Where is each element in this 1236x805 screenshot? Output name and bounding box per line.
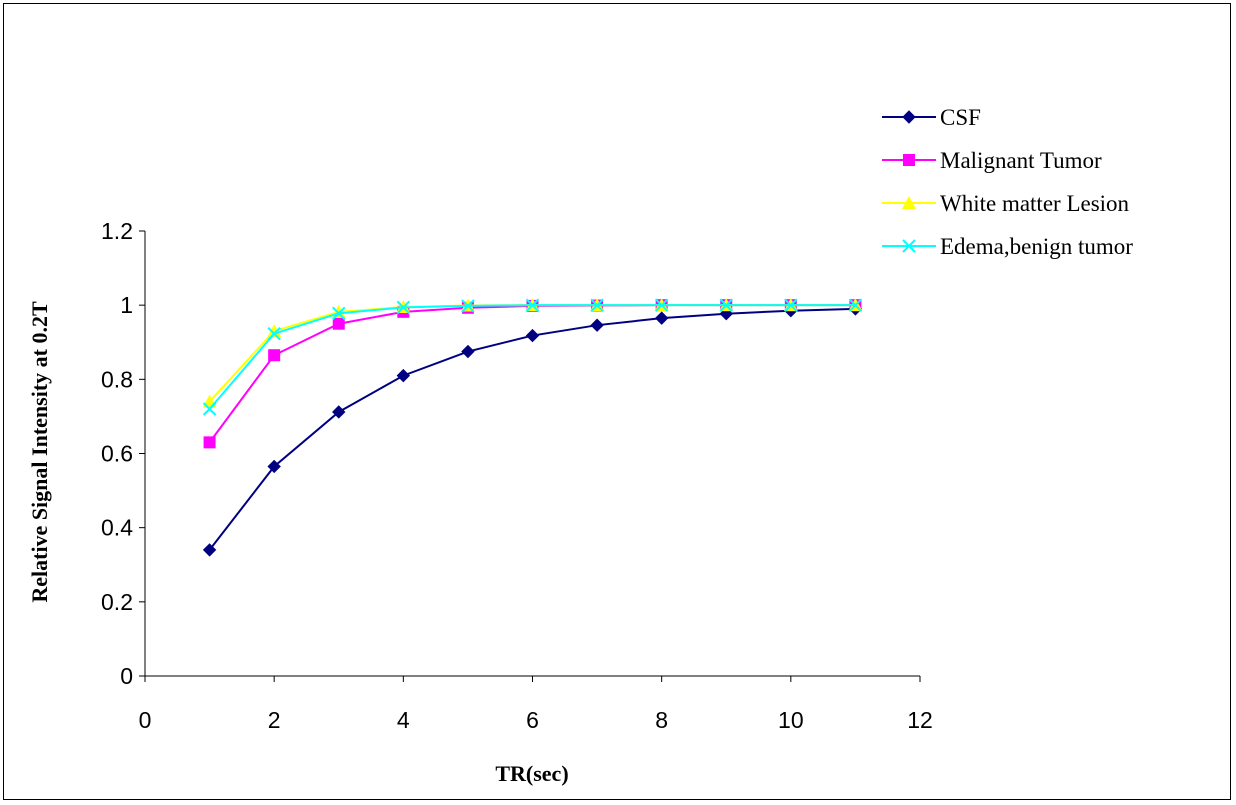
data-point (202, 402, 217, 416)
data-point (590, 318, 604, 332)
y-tick-label: 1.2 (101, 218, 133, 244)
legend-marker (903, 154, 915, 166)
data-point (267, 327, 281, 341)
series-line (208, 307, 856, 551)
x-tick-label: 10 (778, 707, 804, 733)
legend: CSF Malignant Tumor White matter Lesion Ede… (882, 105, 1133, 259)
y-tick-label: 0.4 (101, 515, 133, 541)
legend-marker (902, 239, 916, 253)
legend-label: Edema,benign tumor (940, 234, 1133, 259)
x-tick-label: 8 (655, 707, 668, 733)
x-tick-label: 2 (268, 707, 281, 733)
data-point (267, 324, 282, 338)
data-point (461, 344, 475, 359)
legend-item: Edema,benign tumor (882, 234, 1133, 259)
series-1 (203, 299, 862, 449)
data-point (654, 311, 669, 325)
data-point (332, 317, 345, 330)
data-point (525, 328, 540, 343)
data-point (202, 543, 217, 557)
legend-label: White matter Lesion (940, 191, 1130, 216)
data-point (332, 405, 346, 419)
series-layer (202, 298, 863, 557)
y-axis-title: Relative Signal Intensity at 0.2T (27, 301, 52, 603)
legend-item: CSF (882, 105, 981, 130)
data-point (396, 300, 411, 315)
legend-item: White matter Lesion (882, 191, 1130, 216)
data-point (848, 298, 863, 312)
series-line (208, 304, 856, 443)
data-point (268, 349, 281, 362)
y-tick-label: 0.6 (101, 441, 133, 467)
data-point (332, 306, 346, 321)
x-tick-label: 6 (526, 707, 539, 733)
legend-label: CSF (940, 105, 981, 130)
series-2 (202, 298, 863, 408)
series-3 (202, 298, 863, 416)
x-axis-title: TR(sec) (495, 761, 568, 786)
y-tick-label: 0 (120, 663, 133, 689)
y-tick-label: 1 (120, 292, 133, 318)
data-point (525, 298, 540, 312)
data-point (590, 298, 604, 312)
y-tick-label: 0.8 (101, 366, 133, 392)
y-tick-label: 0.2 (101, 589, 133, 615)
legend-marker (902, 110, 916, 124)
series-line (208, 304, 856, 403)
data-point (461, 299, 475, 313)
series-0 (202, 302, 863, 557)
data-point (784, 298, 798, 312)
x-tick-label: 0 (139, 707, 152, 733)
data-point (654, 298, 669, 312)
data-point (203, 436, 216, 449)
axes: 0 0.2 0.4 0.6 0.8 1 1.2 0 2 4 6 8 10 12 (101, 218, 933, 733)
legend-item: Malignant Tumor (882, 148, 1102, 173)
legend-label: Malignant Tumor (940, 148, 1102, 173)
legend-marker (902, 196, 916, 209)
x-tick-label: 4 (397, 707, 410, 733)
x-tick-label: 12 (907, 707, 933, 733)
data-point (267, 459, 281, 474)
data-point (719, 298, 733, 312)
data-point (396, 368, 411, 383)
